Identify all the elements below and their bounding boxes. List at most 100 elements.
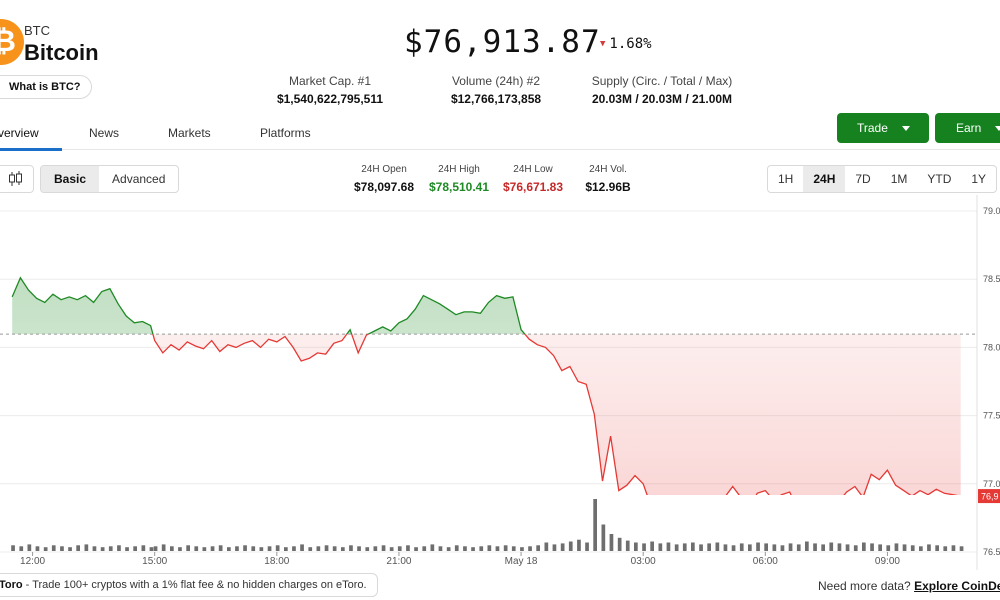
x-tick-label: 21:00	[386, 556, 411, 567]
y-tick-label: 78.5	[983, 274, 1000, 284]
volume-bar	[585, 542, 589, 551]
volume-bar	[316, 546, 321, 551]
volume-bar	[243, 545, 247, 551]
basic-mode-button[interactable]: Basic	[41, 166, 100, 192]
volume-bar	[170, 546, 174, 551]
volume-bar	[454, 545, 459, 551]
down-triangle-icon: ▼	[600, 39, 606, 49]
volume-bar	[133, 546, 137, 551]
volume-bar	[92, 546, 97, 551]
volume-bar	[560, 543, 565, 551]
y-tick-label: 78.0	[983, 342, 1000, 352]
range-ytd-button[interactable]: YTD	[927, 172, 952, 186]
volume-bar	[141, 545, 146, 551]
volume-bar	[642, 543, 646, 551]
volume-bar	[381, 545, 386, 551]
current-price-tag	[978, 489, 1000, 504]
volume-bar	[397, 546, 402, 551]
volume-bar	[406, 545, 410, 551]
ad-text: - Trade 100+ cryptos with a 1% flat fee …	[22, 579, 367, 591]
earn-button[interactable]: Earn	[935, 113, 1000, 143]
volume-bar	[935, 545, 939, 551]
volume-bar	[634, 542, 638, 551]
stat-value: $12,766,173,858	[450, 92, 542, 106]
volume-bar	[886, 545, 891, 551]
range-7d-button[interactable]: 7D	[855, 172, 871, 186]
volume-bar	[495, 546, 500, 551]
volume-bar	[194, 546, 199, 551]
volume-bar	[739, 543, 744, 551]
volume-bar	[731, 545, 736, 551]
volume-bar	[568, 541, 573, 551]
ohlc-value: $76,671.83	[502, 180, 564, 194]
etoro-ad-banner[interactable]: Toro - Trade 100+ cryptos with a 1% flat…	[0, 573, 378, 597]
stat-label: Market Cap. #1	[288, 74, 372, 88]
volume-bar	[910, 545, 915, 551]
volume-bar	[341, 547, 345, 551]
price-chart[interactable]: 12:00 15:00 18:00 21:00 May 18 03:00 06:00 09:0…	[0, 195, 1000, 570]
range-1m-button[interactable]: 1M	[890, 172, 908, 186]
bitcoin-logo-icon: ₿	[0, 19, 24, 65]
volume-bar	[100, 547, 105, 551]
volume-bar	[227, 547, 231, 551]
tab-news[interactable]: News	[89, 126, 120, 140]
volume-bar	[414, 547, 418, 551]
advanced-mode-button[interactable]: Advanced	[112, 172, 166, 186]
volume-bar	[609, 534, 614, 551]
chevron-down-icon	[901, 126, 910, 132]
volume-bar	[577, 539, 581, 551]
x-axis: 12:00 15:00 18:00 21:00 May 18 03:00 06:00 09:0…	[20, 552, 900, 567]
explore-coindesk-link[interactable]: Explore CoinDesk	[914, 579, 1000, 593]
candlestick-toggle-button[interactable]	[0, 165, 34, 193]
volume-bar	[487, 545, 492, 551]
volume-bar	[625, 540, 630, 551]
volume-bar	[332, 546, 337, 551]
volume-bar	[528, 546, 532, 551]
stat-value: 20.03M / 20.03M / 21.00M	[591, 92, 733, 106]
active-tab-indicator	[0, 148, 62, 151]
volume-bar	[202, 547, 207, 551]
trade-button[interactable]: Trade	[837, 113, 929, 143]
tab-bar: verview News Markets Platforms	[0, 110, 1000, 151]
volume-bar	[870, 543, 874, 551]
range-1y-button[interactable]: 1Y	[971, 172, 987, 186]
volume-bar	[186, 545, 190, 551]
tab-overview[interactable]: verview	[0, 126, 39, 140]
volume-bar	[845, 544, 850, 551]
volume-bar	[894, 543, 899, 551]
price-line-below-open	[152, 334, 959, 495]
price-change: ▼ 1.68%	[600, 36, 652, 52]
asset-symbol: BTC	[24, 23, 50, 38]
volume-bar	[446, 547, 451, 551]
y-tick-label: 77.5	[983, 411, 1000, 421]
volume-bar	[11, 545, 15, 551]
volume-bar	[788, 543, 793, 551]
tab-markets[interactable]: Markets	[168, 126, 211, 140]
range-1h-button[interactable]: 1H	[778, 172, 794, 186]
volume-bar	[422, 546, 427, 551]
volume-bar	[267, 546, 272, 551]
range-24h-button[interactable]: 24H	[803, 166, 846, 192]
volume-bar	[218, 545, 223, 551]
x-tick-label: 03:00	[631, 556, 656, 567]
ohlc-high: 24H High $78,510.41	[427, 164, 491, 194]
volume-bar	[943, 546, 948, 551]
ohlc-open: 24H Open $78,097.68	[350, 164, 418, 194]
volume-bar	[161, 544, 166, 551]
price-change-value: 1.68%	[609, 36, 652, 52]
volume-bar	[84, 544, 89, 551]
y-tick-label: 76.5	[983, 547, 1000, 557]
volume-bar	[35, 546, 40, 551]
candlestick-icon	[9, 171, 22, 186]
volume-bar	[959, 546, 964, 551]
x-tick-label: May 18	[505, 556, 538, 567]
volume-bar	[715, 542, 720, 551]
volume-bar	[650, 541, 654, 551]
volume-bar	[821, 544, 825, 551]
volume-bar	[430, 544, 435, 551]
ohlc-label: 24H Open	[361, 164, 407, 175]
tab-platforms[interactable]: Platforms	[260, 126, 311, 140]
price-area-above-open	[12, 277, 525, 335]
what-is-btc-button[interactable]: What is BTC?	[0, 75, 92, 99]
volume-bar	[756, 542, 760, 551]
